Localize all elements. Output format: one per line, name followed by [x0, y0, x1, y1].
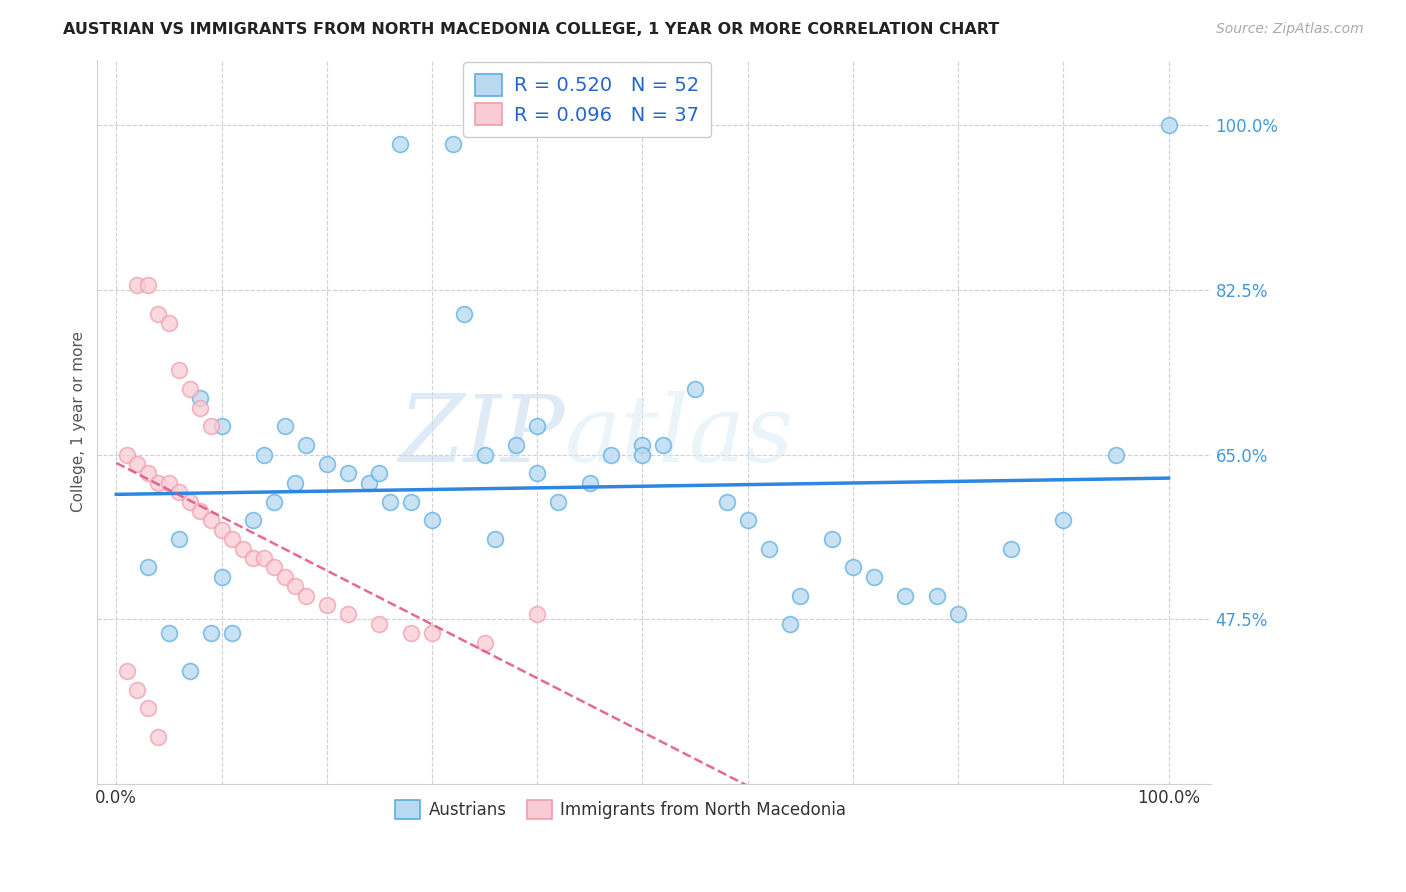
- Point: [252, 448, 274, 462]
- Point: [179, 494, 201, 508]
- Point: [737, 513, 759, 527]
- Point: [148, 306, 170, 320]
- Point: [336, 607, 359, 622]
- Point: [190, 504, 212, 518]
- Text: Source: ZipAtlas.com: Source: ZipAtlas.com: [1216, 22, 1364, 37]
- Point: [284, 475, 307, 490]
- Point: [211, 523, 233, 537]
- Point: [221, 533, 243, 547]
- Text: AUSTRIAN VS IMMIGRANTS FROM NORTH MACEDONIA COLLEGE, 1 YEAR OR MORE CORRELATION : AUSTRIAN VS IMMIGRANTS FROM NORTH MACEDO…: [63, 22, 1000, 37]
- Point: [115, 664, 138, 678]
- Point: [157, 475, 180, 490]
- Point: [631, 448, 654, 462]
- Legend: Austrians, Immigrants from North Macedonia: Austrians, Immigrants from North Macedon…: [388, 794, 852, 826]
- Point: [716, 494, 738, 508]
- Point: [946, 607, 969, 622]
- Point: [252, 551, 274, 566]
- Point: [526, 419, 548, 434]
- Point: [474, 635, 496, 649]
- Point: [136, 278, 159, 293]
- Point: [399, 626, 422, 640]
- Point: [789, 589, 811, 603]
- Point: [115, 448, 138, 462]
- Point: [842, 560, 865, 574]
- Point: [157, 626, 180, 640]
- Point: [221, 626, 243, 640]
- Point: [631, 438, 654, 452]
- Point: [683, 382, 706, 396]
- Point: [1000, 541, 1022, 556]
- Point: [505, 438, 527, 452]
- Point: [127, 682, 149, 697]
- Point: [284, 579, 307, 593]
- Point: [263, 494, 285, 508]
- Point: [169, 363, 191, 377]
- Point: [211, 419, 233, 434]
- Point: [1157, 119, 1180, 133]
- Point: [136, 467, 159, 481]
- Point: [526, 467, 548, 481]
- Point: [420, 626, 443, 640]
- Point: [474, 448, 496, 462]
- Point: [925, 589, 948, 603]
- Point: [526, 607, 548, 622]
- Point: [389, 137, 412, 152]
- Point: [127, 457, 149, 471]
- Point: [179, 664, 201, 678]
- Point: [200, 513, 222, 527]
- Point: [894, 589, 917, 603]
- Point: [157, 316, 180, 330]
- Point: [399, 494, 422, 508]
- Point: [758, 541, 780, 556]
- Point: [200, 419, 222, 434]
- Point: [547, 494, 569, 508]
- Point: [263, 560, 285, 574]
- Point: [484, 533, 506, 547]
- Point: [578, 475, 600, 490]
- Text: atlas: atlas: [565, 392, 794, 481]
- Point: [294, 438, 316, 452]
- Point: [294, 589, 316, 603]
- Point: [821, 533, 844, 547]
- Point: [148, 475, 170, 490]
- Point: [420, 513, 443, 527]
- Point: [136, 560, 159, 574]
- Point: [242, 513, 264, 527]
- Point: [336, 467, 359, 481]
- Point: [127, 278, 149, 293]
- Point: [441, 137, 464, 152]
- Y-axis label: College, 1 year or more: College, 1 year or more: [72, 331, 86, 512]
- Point: [148, 730, 170, 744]
- Point: [368, 467, 391, 481]
- Point: [1052, 513, 1074, 527]
- Point: [1105, 448, 1128, 462]
- Point: [453, 306, 475, 320]
- Point: [136, 701, 159, 715]
- Point: [200, 626, 222, 640]
- Point: [169, 533, 191, 547]
- Point: [273, 419, 295, 434]
- Point: [232, 541, 254, 556]
- Point: [179, 382, 201, 396]
- Point: [315, 598, 337, 612]
- Text: ZIP: ZIP: [398, 392, 565, 481]
- Point: [357, 475, 380, 490]
- Point: [315, 457, 337, 471]
- Point: [169, 485, 191, 500]
- Point: [378, 494, 401, 508]
- Point: [190, 391, 212, 405]
- Point: [211, 570, 233, 584]
- Point: [273, 570, 295, 584]
- Point: [599, 448, 621, 462]
- Point: [242, 551, 264, 566]
- Point: [190, 401, 212, 415]
- Point: [779, 616, 801, 631]
- Point: [652, 438, 675, 452]
- Point: [863, 570, 886, 584]
- Point: [368, 616, 391, 631]
